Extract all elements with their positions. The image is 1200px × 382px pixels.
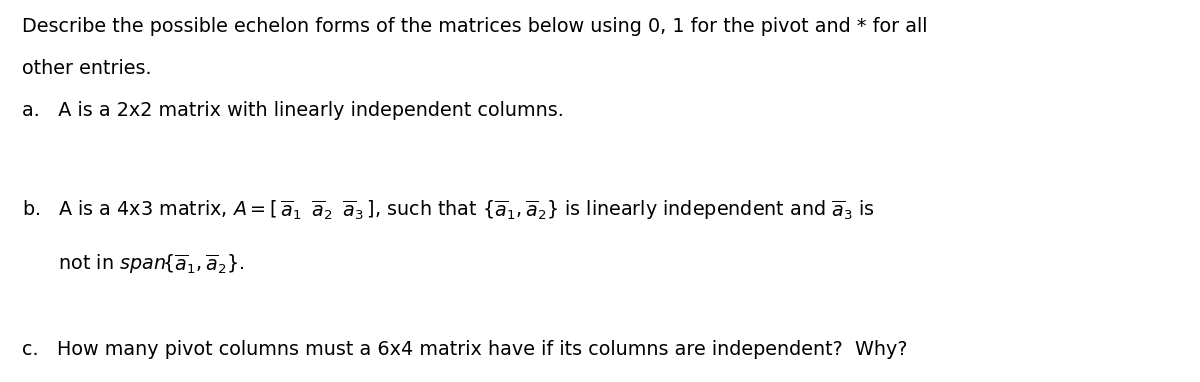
Text: not in $\mathit{span}\!\left\{\overline{a}_1,\overline{a}_2\right\}$.: not in $\mathit{span}\!\left\{\overline{… — [22, 252, 244, 276]
Text: c.   How many pivot columns must a 6x4 matrix have if its columns are independen: c. How many pivot columns must a 6x4 mat… — [22, 340, 907, 359]
Text: a.   A is a 2x2 matrix with linearly independent columns.: a. A is a 2x2 matrix with linearly indep… — [22, 101, 564, 120]
Text: Describe the possible echelon forms of the matrices below using 0, 1 for the piv: Describe the possible echelon forms of t… — [22, 17, 928, 36]
Text: other entries.: other entries. — [22, 59, 151, 78]
Text: b.   A is a 4x3 matrix, $A = \left[\,\overline{a}_1\;\;\overline{a}_2\;\;\overli: b. A is a 4x3 matrix, $A = \left[\,\over… — [22, 199, 875, 222]
